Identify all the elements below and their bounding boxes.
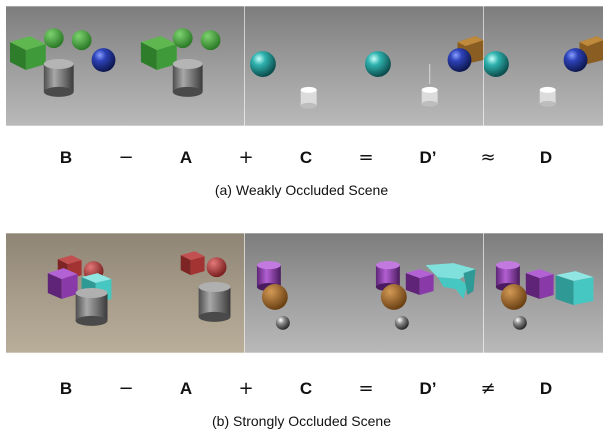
scene-panel-d-prime [364,6,484,126]
equation-symbol: B [59,148,73,167]
brown-sphere [381,284,407,310]
cyan-cube [555,271,594,305]
purple-cube [525,269,554,299]
scene-panel-b [6,6,126,126]
white-cylinder [300,86,317,109]
distorted-cyan-cube [425,263,476,299]
scene-image [244,233,365,353]
scene-image [125,233,245,353]
small-metal-sphere [275,315,290,330]
green-sphere [43,28,64,49]
green-cube [9,36,46,70]
scene-image [6,233,126,353]
green-cube [141,36,178,70]
purple-cube [47,268,78,299]
equation-symbol: B [59,379,73,398]
blue-metal-sphere [447,48,472,72]
equation-operator: − [118,147,134,168]
scene-image [6,6,126,126]
white-cylinder [421,86,438,107]
caption-strongly-occluded: (b) Strongly Occluded Scene [212,413,391,429]
scene-panel-c [244,233,365,353]
cyan-metal-sphere [365,51,392,77]
equation-symbol: D [539,148,553,167]
scene-panel-b [6,233,126,353]
small-metal-sphere [512,315,527,330]
image-row-weakly-occluded [6,6,603,126]
scene-image [244,6,365,126]
cyan-metal-sphere [483,51,509,77]
brown-sphere [261,284,288,310]
equation-operator: ≠ [480,378,496,399]
gray-metal-cylinder [199,282,231,322]
equation-symbol: A [179,379,193,398]
red-sphere [206,257,227,278]
equation-operator: + [238,378,254,399]
equation-symbol: A [179,148,193,167]
green-sphere [71,30,92,51]
scene-panel-d-prime [364,233,484,353]
scene-image [125,6,245,126]
equation-strongly-occluded: B − A + C = D’ ≠ D [0,377,603,401]
equation-weakly-occluded: B − A + C = D’ ≈ D [0,146,603,170]
small-metal-sphere [395,315,409,330]
equation-symbol: D’ [419,379,437,398]
scene-panel-c [244,6,365,126]
equation-symbol: D [539,379,553,398]
scene-panel-d [483,233,603,353]
gray-metal-cylinder [43,59,74,97]
scene-image [483,6,603,126]
equation-operator: − [118,378,134,399]
red-cube [181,251,205,276]
equation-operator: ≈ [480,147,496,168]
equation-operator: = [358,147,374,168]
equation-operator: + [238,147,254,168]
green-sphere [173,28,194,49]
scene-panel-a [125,233,245,353]
equation-symbol: D’ [419,148,437,167]
blue-metal-sphere [563,48,588,72]
equation-symbol: C [299,148,313,167]
gray-metal-cylinder [173,59,203,97]
scene-panel-d [483,6,603,126]
scene-image [483,233,603,353]
scene-panel-a [125,6,245,126]
white-cylinder [539,86,556,107]
scene-image [364,6,484,126]
equation-symbol: C [299,379,313,398]
blue-metal-sphere [91,48,116,72]
caption-weakly-occluded: (a) Weakly Occluded Scene [214,182,389,198]
brown-sphere [500,284,527,310]
gray-metal-cylinder [75,288,108,326]
equation-operator: = [358,378,374,399]
image-row-strongly-occluded [6,233,603,353]
scene-image [364,233,484,353]
green-sphere [201,30,221,51]
cyan-metal-sphere [249,51,276,77]
purple-cube [405,269,434,295]
